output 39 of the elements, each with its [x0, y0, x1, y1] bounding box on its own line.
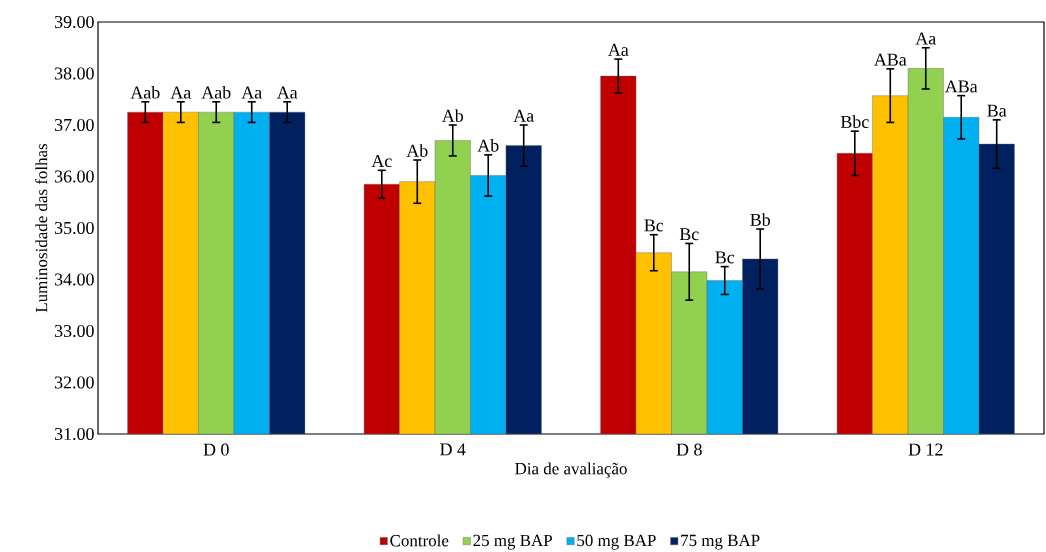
- y-tick-label: 32.00: [54, 376, 94, 389]
- data-label: Bb: [750, 213, 770, 226]
- data-label: Aa: [915, 32, 936, 45]
- data-label: Bc: [644, 219, 664, 232]
- legend-label: 50 mg BAP: [577, 534, 656, 550]
- data-label: Ab: [441, 109, 464, 122]
- data-label: Aa: [513, 109, 534, 122]
- y-axis-title: Luminosidade das folhas: [35, 143, 48, 313]
- data-label: Aa: [608, 43, 629, 56]
- y-tick-label: 33.00: [54, 324, 94, 338]
- data-label: Aa: [241, 86, 262, 99]
- x-tick-label: D 8: [676, 443, 702, 456]
- y-tick-label: 39.00: [54, 15, 94, 29]
- data-label: Ab: [406, 144, 428, 157]
- data-label: Bc: [679, 228, 699, 241]
- x-tick-label: D 4: [440, 443, 466, 456]
- y-tick-label: 37.00: [54, 118, 94, 132]
- data-label: ABa: [944, 80, 978, 93]
- data-label: Bc: [715, 251, 735, 264]
- y-tick-label: 35.00: [54, 221, 94, 235]
- data-label: ABa: [874, 53, 907, 66]
- data-label: Aab: [201, 86, 231, 99]
- y-tick-label: 31.00: [54, 427, 94, 441]
- x-tick-label: D 12: [908, 443, 943, 456]
- y-tick-label: 34.00: [54, 273, 94, 286]
- data-label: Ba: [987, 104, 1007, 117]
- y-tick-label: 38.00: [54, 67, 94, 80]
- data-label: Ac: [371, 155, 392, 168]
- data-label: Bbc: [840, 115, 869, 128]
- x-tick-label: D 0: [203, 443, 229, 456]
- legend-label: 75 mg BAP: [681, 534, 760, 550]
- data-label: Ab: [477, 139, 499, 152]
- data-label: Aa: [170, 86, 191, 99]
- y-tick-label: 36.00: [54, 170, 94, 183]
- x-axis-title: Dia de avaliação: [515, 462, 627, 478]
- data-label: Aab: [130, 86, 160, 99]
- legend-label: 25 mg BAP: [473, 534, 552, 550]
- data-label: Aa: [276, 86, 298, 99]
- legend-label: Controle: [390, 534, 449, 547]
